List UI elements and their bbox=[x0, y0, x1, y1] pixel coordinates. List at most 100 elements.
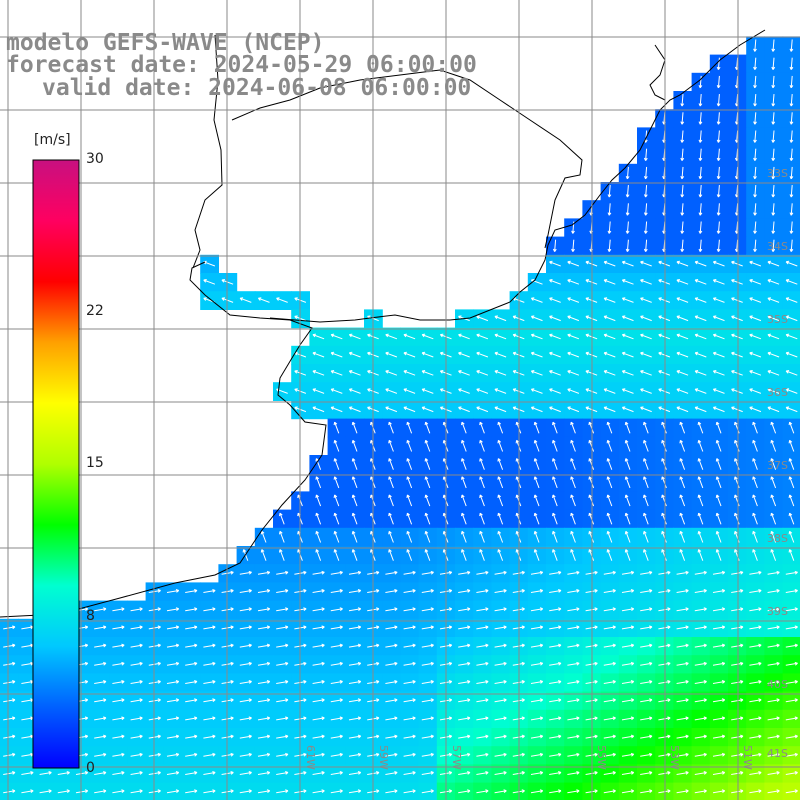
wind-arrow bbox=[406, 458, 413, 470]
wind-arrow bbox=[712, 625, 726, 630]
wind-arrow bbox=[549, 680, 562, 684]
wind-arrow bbox=[676, 370, 689, 376]
wind-arrow bbox=[698, 185, 703, 198]
wind-arrow bbox=[679, 530, 686, 543]
wind-arrow bbox=[348, 589, 362, 593]
wind-arrow bbox=[94, 698, 107, 703]
wind-arrow bbox=[94, 625, 107, 630]
wind-arrow bbox=[698, 148, 703, 161]
wind-arrow bbox=[130, 643, 143, 648]
wind-arrow bbox=[351, 512, 358, 525]
wind-arrow bbox=[767, 607, 780, 612]
wind-arrow bbox=[567, 716, 580, 721]
wind-arrow bbox=[789, 57, 794, 70]
wind-arrow bbox=[731, 680, 744, 684]
wind-arrow bbox=[421, 370, 434, 376]
wind-arrow bbox=[239, 771, 252, 775]
wind-arrow bbox=[148, 716, 161, 721]
wind-arrow bbox=[606, 476, 613, 489]
model-title: modelo GEFS-WAVE (NCEP) bbox=[6, 30, 325, 56]
wind-arrow bbox=[621, 625, 635, 630]
wind-arrow bbox=[749, 734, 762, 739]
wind-arrow bbox=[148, 680, 161, 684]
wind-arrow bbox=[789, 112, 794, 125]
wind-arrow bbox=[731, 570, 744, 575]
wind-arrow bbox=[658, 680, 671, 684]
wind-arrow bbox=[621, 260, 634, 267]
wind-arrow bbox=[731, 315, 743, 322]
wind-arrow bbox=[549, 698, 562, 703]
wind-arrow bbox=[203, 625, 216, 630]
wind-arrow bbox=[112, 643, 125, 648]
wind-arrow bbox=[385, 734, 398, 739]
wind-arrow bbox=[479, 494, 485, 507]
wind-arrow bbox=[421, 625, 434, 630]
wind-arrow bbox=[148, 698, 161, 703]
wind-arrow bbox=[461, 530, 467, 543]
wind-arrow bbox=[621, 771, 635, 775]
wind-arrow bbox=[406, 530, 413, 543]
wind-arrow bbox=[767, 661, 780, 666]
wind-arrow bbox=[567, 388, 580, 394]
wind-arrow bbox=[479, 512, 485, 525]
wind-arrow bbox=[679, 476, 686, 489]
wind-arrow bbox=[330, 625, 343, 630]
wind-arrow bbox=[731, 734, 744, 739]
lon-label: 55W bbox=[595, 745, 608, 770]
wind-arrow bbox=[606, 494, 613, 507]
wind-arrow bbox=[351, 476, 358, 489]
wind-arrow bbox=[785, 351, 798, 358]
wind-arrow bbox=[257, 752, 271, 757]
wind-arrow bbox=[789, 166, 794, 180]
wind-arrow bbox=[694, 734, 707, 739]
wind-arrow bbox=[279, 512, 285, 525]
wind-arrow bbox=[694, 625, 707, 630]
wind-arrow bbox=[239, 607, 252, 612]
wind-arrow bbox=[567, 607, 580, 612]
wind-arrow bbox=[621, 570, 635, 575]
wind-arrow bbox=[749, 297, 762, 303]
wind-arrow bbox=[476, 388, 489, 394]
wind-arrow bbox=[676, 625, 689, 630]
wind-arrow bbox=[788, 439, 795, 452]
wind-arrow bbox=[770, 421, 777, 434]
wind-arrow bbox=[185, 589, 198, 593]
wind-arrow bbox=[643, 221, 648, 234]
wind-arrow bbox=[785, 589, 798, 593]
wind-arrow bbox=[94, 716, 107, 721]
wind-arrow bbox=[112, 752, 125, 757]
wind-arrow bbox=[458, 625, 471, 630]
wind-arrow bbox=[351, 549, 358, 561]
wind-arrow bbox=[570, 530, 576, 543]
wind-arrow bbox=[567, 406, 580, 413]
wind-arrow bbox=[406, 439, 413, 452]
wind-arrow bbox=[698, 239, 703, 252]
wind-arrow bbox=[640, 643, 653, 648]
wind-arrow bbox=[789, 185, 794, 198]
wind-arrow bbox=[530, 771, 544, 775]
wind-arrow bbox=[312, 643, 325, 648]
wind-arrow bbox=[148, 789, 161, 794]
wind-arrow bbox=[421, 607, 434, 612]
wind-arrow bbox=[312, 661, 325, 666]
wind-arrow bbox=[260, 549, 267, 561]
wind-arrow bbox=[749, 406, 762, 413]
wind-arrow bbox=[260, 530, 267, 543]
wind-arrow bbox=[476, 698, 489, 703]
wind-arrow bbox=[130, 698, 143, 703]
wind-arrow bbox=[640, 351, 652, 358]
wind-arrow bbox=[330, 589, 343, 593]
lat-label: 39S bbox=[767, 605, 788, 618]
wind-arrow bbox=[549, 351, 561, 358]
wind-arrow bbox=[715, 439, 722, 452]
wind-arrow bbox=[607, 239, 612, 252]
wind-arrow bbox=[767, 680, 780, 684]
wind-arrow bbox=[3, 734, 16, 739]
wind-arrow bbox=[624, 549, 631, 561]
wind-arrow bbox=[403, 370, 416, 376]
wind-arrow bbox=[698, 112, 703, 125]
wind-arrow bbox=[570, 458, 576, 470]
wind-arrow bbox=[239, 297, 252, 303]
wind-arrow bbox=[789, 221, 794, 234]
wind-arrow bbox=[403, 607, 416, 612]
